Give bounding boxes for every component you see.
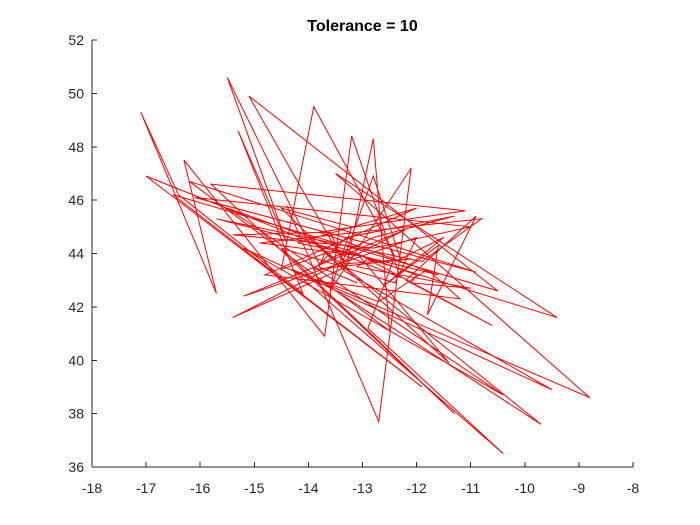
x-ticks: -18 -17 -16 -15 -14 -13 -12 -11 -10 -9 -8 [82, 462, 640, 496]
y-tick-label: 48 [68, 139, 84, 155]
series-group [140, 77, 591, 455]
x-tick-label: -18 [82, 480, 102, 496]
x-tick-label: -8 [627, 480, 640, 496]
y-tick-label: 52 [68, 32, 84, 48]
x-tick-label: -14 [298, 480, 318, 496]
chart-title: Tolerance = 10 [307, 18, 418, 35]
y-tick-label: 40 [68, 352, 84, 368]
x-tick-label: -17 [136, 480, 156, 496]
x-tick-label: -15 [244, 480, 264, 496]
y-tick-label: 50 [68, 85, 84, 101]
y-tick-label: 38 [68, 406, 84, 422]
y-tick-label: 42 [68, 299, 84, 315]
x-tick-label: -10 [515, 480, 535, 496]
series-line [140, 77, 591, 455]
y-ticks: 36 38 40 42 44 46 48 50 52 [68, 32, 97, 475]
x-tick-label: -12 [406, 480, 426, 496]
y-tick-label: 44 [68, 246, 84, 262]
y-tick-label: 46 [68, 192, 84, 208]
x-tick-label: -11 [461, 480, 480, 496]
axes [91, 40, 633, 468]
x-tick-label: -16 [190, 480, 210, 496]
x-tick-label: -9 [573, 480, 586, 496]
y-tick-label: 36 [68, 459, 84, 475]
x-tick-label: -13 [352, 480, 372, 496]
